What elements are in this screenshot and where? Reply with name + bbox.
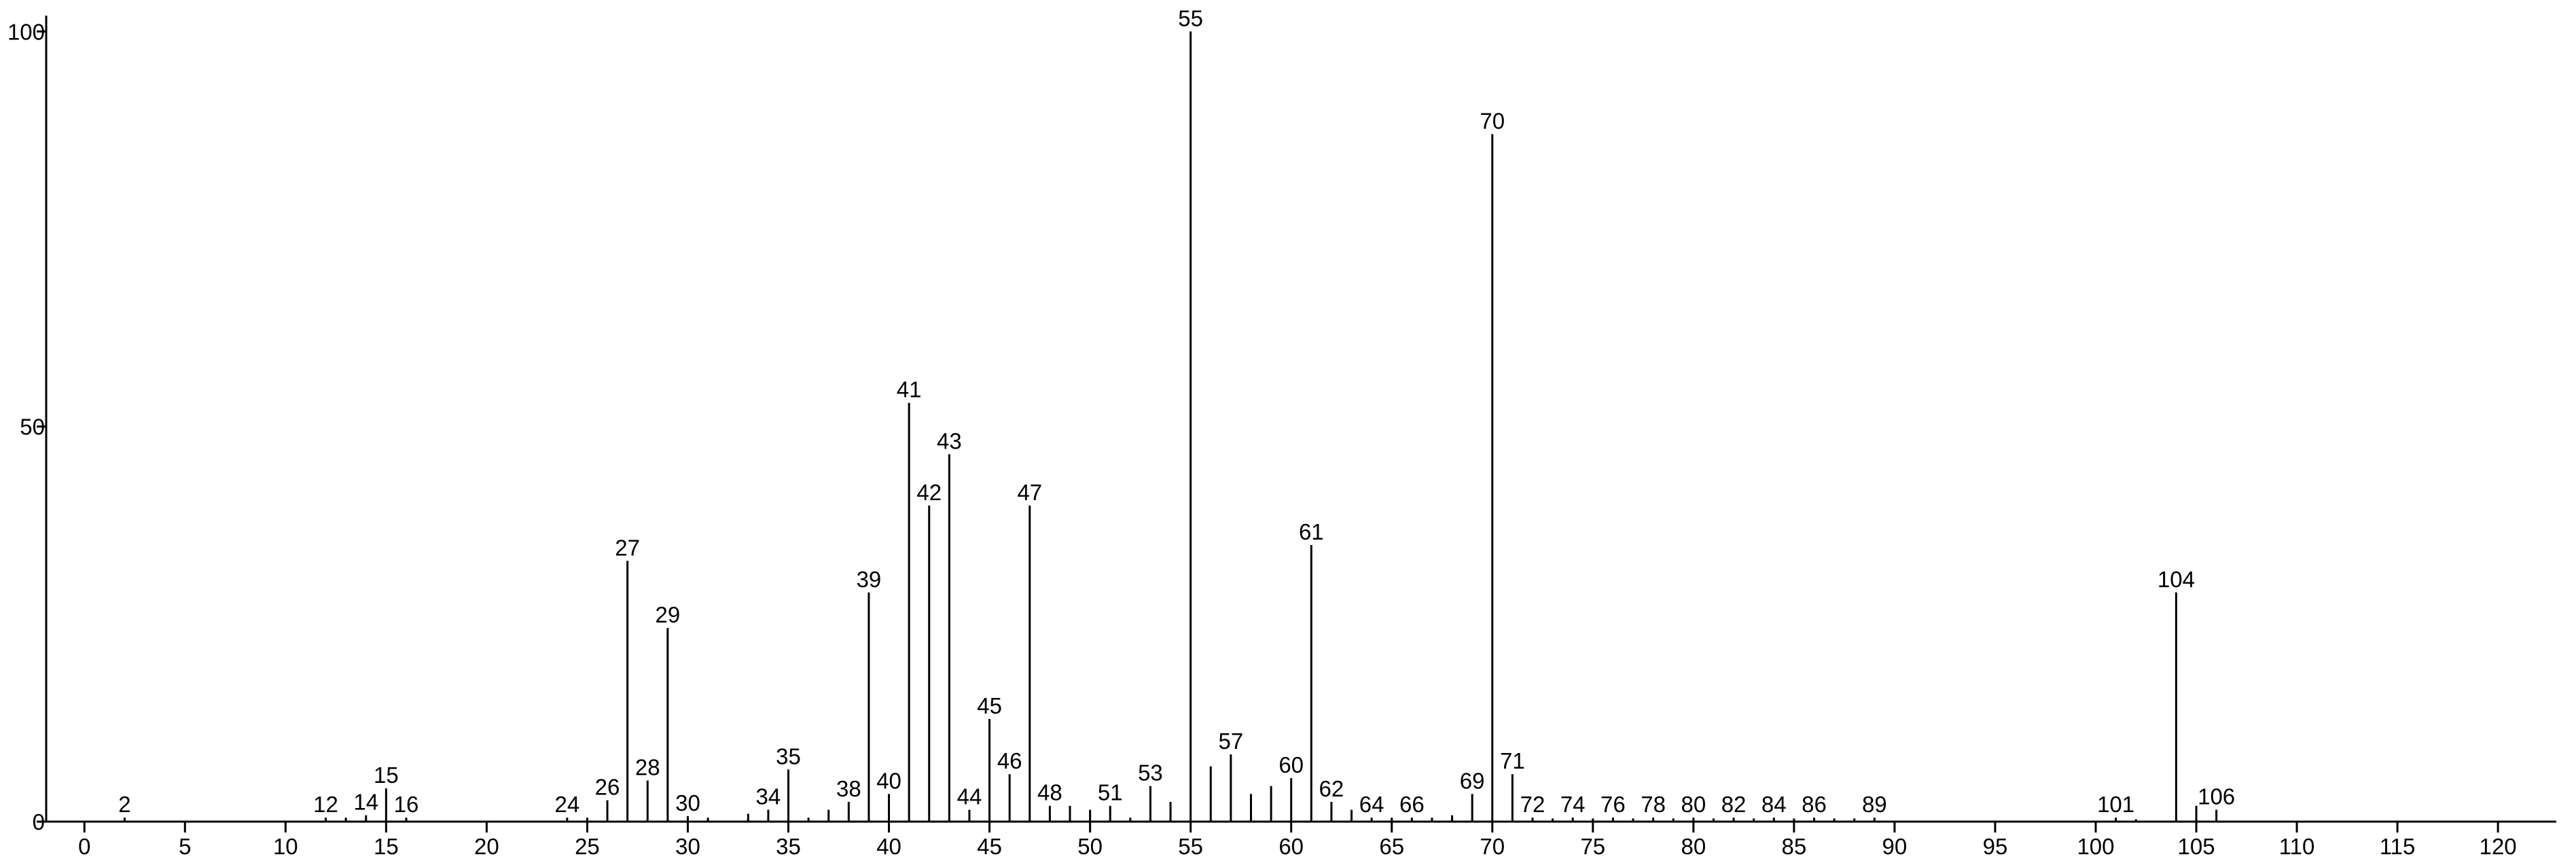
x-tick-label: 10 (273, 834, 298, 859)
x-tick-label: 100 (2077, 834, 2114, 859)
x-tick-label: 85 (1782, 834, 1807, 859)
peak-label: 61 (1299, 519, 1324, 544)
peak-label: 48 (1037, 780, 1062, 805)
peak-label: 64 (1359, 792, 1384, 817)
x-tick-label: 0 (78, 834, 90, 859)
x-tick-label: 30 (675, 834, 700, 859)
peak-label: 62 (1319, 776, 1344, 801)
peak-label: 12 (313, 792, 338, 817)
peak-label: 45 (977, 693, 1002, 718)
peak-label: 34 (756, 784, 781, 809)
peak-label: 27 (615, 535, 640, 560)
peak-label: 106 (2198, 784, 2235, 809)
peak-label: 69 (1460, 768, 1485, 793)
x-tick-label: 20 (474, 834, 499, 859)
peak-label: 41 (897, 377, 922, 402)
peak-label: 51 (1098, 780, 1123, 805)
peak-label: 66 (1399, 792, 1425, 817)
x-tick-label: 120 (2480, 834, 2517, 859)
x-tick-label: 70 (1480, 834, 1505, 859)
peak-label: 72 (1520, 792, 1545, 817)
peak-label: 86 (1802, 792, 1827, 817)
x-tick-label: 75 (1580, 834, 1605, 859)
peak-label: 14 (353, 790, 378, 815)
peak-label: 47 (1017, 480, 1042, 505)
peak-label: 53 (1138, 760, 1163, 786)
peak-label: 15 (374, 762, 399, 788)
peak-label: 57 (1219, 729, 1244, 754)
peak-label: 82 (1721, 792, 1747, 817)
peak-label: 89 (1862, 792, 1887, 817)
peak-label: 70 (1480, 108, 1505, 133)
peak-label: 40 (876, 768, 901, 793)
peak-label: 38 (836, 776, 861, 801)
peak-label: 76 (1600, 792, 1626, 817)
peak-label: 80 (1681, 792, 1706, 817)
x-tick-label: 40 (876, 834, 901, 859)
peak-label: 29 (656, 602, 681, 627)
peak-label: 24 (554, 792, 579, 817)
y-tick-label: 0 (33, 809, 45, 835)
peak-label: 101 (2097, 792, 2134, 817)
y-tick-label: 100 (7, 19, 45, 44)
x-tick-label: 110 (2279, 834, 2315, 859)
peak-label: 71 (1500, 748, 1525, 773)
x-tick-label: 105 (2177, 834, 2215, 859)
x-tick-label: 95 (1983, 834, 2008, 859)
x-tick-label: 15 (374, 834, 399, 859)
x-tick-label: 25 (575, 834, 600, 859)
peak-label: 39 (857, 567, 882, 592)
x-tick-label: 90 (1882, 834, 1908, 859)
peak-label: 74 (1560, 792, 1586, 817)
y-tick-label: 50 (20, 415, 45, 440)
peak-label: 2 (118, 792, 130, 817)
peak-label: 35 (776, 743, 801, 769)
peak-label: 78 (1641, 792, 1666, 817)
peak-label: 16 (394, 792, 419, 817)
peak-label: 55 (1178, 5, 1203, 31)
peak-label: 104 (2158, 567, 2195, 592)
x-tick-label: 65 (1379, 834, 1404, 859)
x-tick-label: 60 (1278, 834, 1304, 859)
x-tick-label: 80 (1681, 834, 1706, 859)
peak-label: 42 (916, 480, 942, 505)
x-tick-label: 5 (179, 834, 191, 859)
peak-label: 46 (997, 748, 1022, 773)
x-tick-label: 50 (1077, 834, 1103, 859)
peak-label: 44 (957, 784, 982, 809)
x-tick-label: 35 (776, 834, 801, 859)
peak-label: 28 (635, 755, 660, 780)
peak-label: 43 (937, 428, 962, 453)
x-tick-label: 55 (1178, 834, 1203, 859)
x-tick-label: 45 (977, 834, 1002, 859)
peak-label: 84 (1761, 792, 1787, 817)
x-tick-label: 115 (2380, 834, 2416, 859)
peak-label: 30 (675, 790, 700, 816)
peak-label: 26 (595, 775, 620, 800)
peak-label: 60 (1278, 752, 1304, 777)
